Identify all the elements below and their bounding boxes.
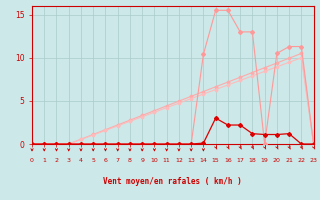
X-axis label: Vent moyen/en rafales ( km/h ): Vent moyen/en rafales ( km/h ) [103,177,242,186]
